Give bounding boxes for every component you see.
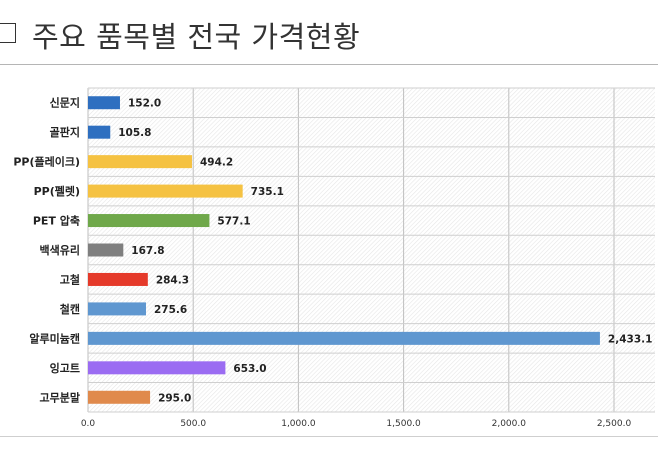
category-label: PP(플레이크): [13, 155, 80, 169]
category-label: 고무분말: [40, 391, 80, 404]
bars: [88, 96, 600, 404]
bottom-divider: [0, 436, 658, 437]
value-labels: 152.0 105.8 494.2 735.1 577.1 167.8 284.3 275.6…: [118, 98, 652, 405]
category-label: 잉고트: [50, 362, 80, 375]
title-bar: 주요 품목별 전국 가격현황: [0, 0, 658, 65]
category-label: 철캔: [60, 302, 80, 316]
bar: [88, 302, 146, 316]
bar: [88, 155, 192, 169]
value-label: 105.8: [118, 127, 151, 139]
value-label: 295.0: [158, 392, 191, 404]
category-label: 백색유리: [40, 243, 80, 257]
gridlines: [87, 87, 655, 413]
value-label: 167.8: [131, 245, 164, 257]
value-label: 653.0: [233, 363, 266, 375]
category-label: 골판지: [50, 125, 80, 139]
value-label: 152.0: [128, 98, 161, 110]
x-tick-label: 2,000.0: [492, 419, 527, 429]
value-label: 494.2: [200, 157, 233, 169]
bar: [88, 96, 120, 110]
page-title: 주요 품목별 전국 가격현황: [32, 20, 361, 54]
value-label: 275.6: [154, 304, 187, 316]
bar: [88, 125, 111, 139]
checkbox-icon: [0, 23, 16, 43]
bar: [88, 184, 243, 198]
plot-area: [88, 88, 655, 412]
x-tick-label: 500.0: [180, 419, 206, 429]
value-label: 735.1: [251, 186, 284, 198]
bar: [88, 331, 600, 345]
value-label: 577.1: [217, 216, 250, 228]
x-tick-label: 1,500.0: [386, 419, 421, 429]
x-tick-label: 1,000.0: [281, 419, 316, 429]
value-label: 284.3: [156, 274, 189, 286]
bar: [88, 272, 148, 286]
bar: [88, 361, 226, 375]
value-label: 2,433.1: [608, 333, 653, 345]
x-tick-label: 2,500.0: [597, 419, 632, 429]
category-label: PP(펠렛): [34, 184, 80, 198]
category-label: 고철: [60, 272, 80, 286]
x-tick-label: 0.0: [81, 419, 96, 429]
category-label: 알루미늄캔: [29, 331, 80, 345]
bar: [88, 243, 124, 257]
bar: [88, 214, 210, 228]
category-label: 신문지: [50, 96, 80, 110]
x-tick-labels: 0.0 500.0 1,000.0 1,500.0 2,000.0 2,500.0: [81, 419, 632, 429]
bar: [88, 390, 151, 404]
category-label: PET 압축: [33, 214, 80, 228]
